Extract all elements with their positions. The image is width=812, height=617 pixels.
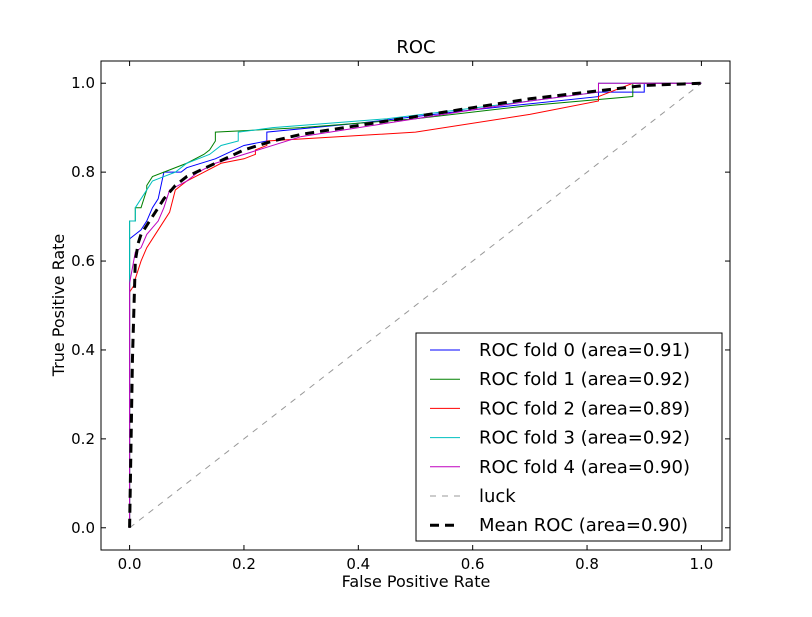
legend: ROC fold 0 (area=0.91) ROC fold 1 (area=0… bbox=[415, 332, 723, 542]
legend-entry: ROC fold 2 (area=0.89) bbox=[479, 398, 690, 419]
y-axis-label: True Positive Rate bbox=[49, 234, 68, 378]
legend-entry: Mean ROC (area=0.90) bbox=[479, 515, 688, 536]
series-line-2 bbox=[129, 82, 702, 528]
plot-frame bbox=[100, 60, 731, 551]
y-tick-label: 0.2 bbox=[71, 430, 95, 448]
chart-title: ROC bbox=[396, 37, 435, 58]
y-tick-label: 1.0 bbox=[71, 74, 95, 92]
series-line-5 bbox=[129, 82, 702, 529]
legend-box bbox=[415, 332, 723, 542]
legend-entry: luck bbox=[479, 486, 516, 507]
x-tick-label: 0.8 bbox=[575, 555, 599, 573]
x-tick-label: 0.6 bbox=[461, 555, 485, 573]
y-tick-label: 0.4 bbox=[71, 341, 95, 359]
y-tick-label: 0.6 bbox=[71, 252, 95, 270]
x-tick-label: 1.0 bbox=[689, 555, 713, 573]
series-line-1 bbox=[129, 82, 702, 528]
series-line-3 bbox=[129, 82, 702, 528]
legend-entry: ROC fold 1 (area=0.92) bbox=[479, 369, 690, 390]
x-tick-label: 0.2 bbox=[232, 555, 256, 573]
y-tick-label: 0.8 bbox=[71, 163, 95, 181]
x-axis-label: False Positive Rate bbox=[342, 572, 491, 591]
legend-entry: ROC fold 0 (area=0.91) bbox=[479, 340, 690, 361]
legend-entry: ROC fold 3 (area=0.92) bbox=[479, 428, 690, 449]
axis-ticks: 0.0 0.2 0.4 0.6 0.8 1.0 0.0 0.2 0.4 0.6 0.8 1.0 bbox=[71, 61, 730, 573]
series-line-6 bbox=[128, 81, 702, 528]
series-lines bbox=[128, 81, 702, 529]
y-tick-label: 0.0 bbox=[71, 519, 95, 537]
x-tick-label: 0.4 bbox=[346, 555, 370, 573]
legend-entry: ROC fold 4 (area=0.90) bbox=[479, 457, 690, 478]
x-tick-label: 0.0 bbox=[118, 555, 142, 573]
